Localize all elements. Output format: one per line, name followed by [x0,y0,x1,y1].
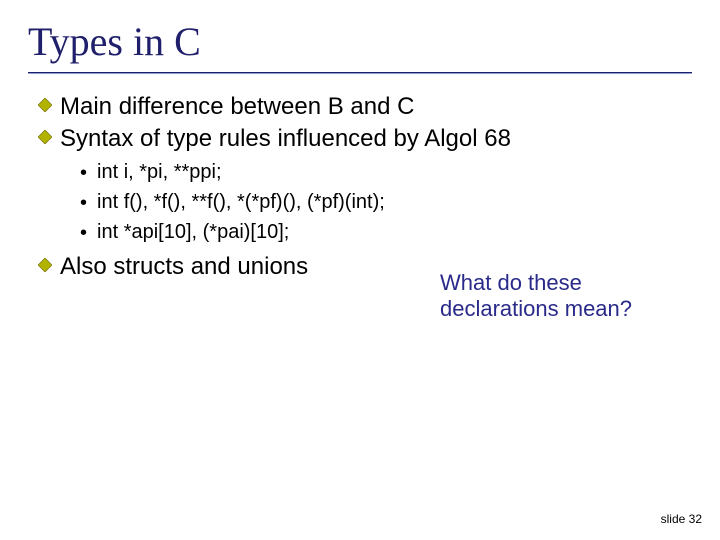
bullet-item: Main difference between B and C [38,92,688,122]
footer-label: slide [661,512,686,526]
diamond-bullet-icon [38,98,52,112]
round-bullet-icon: • [80,189,87,218]
bullet-item: Syntax of type rules influenced by Algol… [38,124,688,154]
callout-text: What do these declarations mean? [440,270,680,323]
sub-bullet-item: • int i, *pi, **ppi; [80,158,688,188]
sub-bullet-text: int *api[10], (*pai)[10]; [97,218,289,247]
round-bullet-icon: • [80,159,87,188]
slide-footer: slide 32 [661,512,702,526]
slide: Types in C Main difference between B and… [0,0,720,540]
sub-bullet-item: • int f(), *f(), **f(), *(*pf)(), (*pf)(… [80,188,688,218]
title-underline [28,72,692,74]
bullet-text: Also structs and unions [60,252,308,282]
round-bullet-icon: • [80,219,87,248]
sub-bullet-group: • int i, *pi, **ppi; • int f(), *f(), **… [38,158,688,248]
footer-page-number: 32 [689,512,702,526]
bullet-text: Syntax of type rules influenced by Algol… [60,124,511,154]
diamond-bullet-icon [38,258,52,272]
sub-bullet-text: int f(), *f(), **f(), *(*pf)(), (*pf)(in… [97,188,385,217]
sub-bullet-item: • int *api[10], (*pai)[10]; [80,218,688,248]
bullet-text: Main difference between B and C [60,92,414,122]
slide-title: Types in C [28,18,201,65]
slide-body: Main difference between B and C Syntax o… [38,92,688,284]
sub-bullet-text: int i, *pi, **ppi; [97,158,222,187]
diamond-bullet-icon [38,130,52,144]
